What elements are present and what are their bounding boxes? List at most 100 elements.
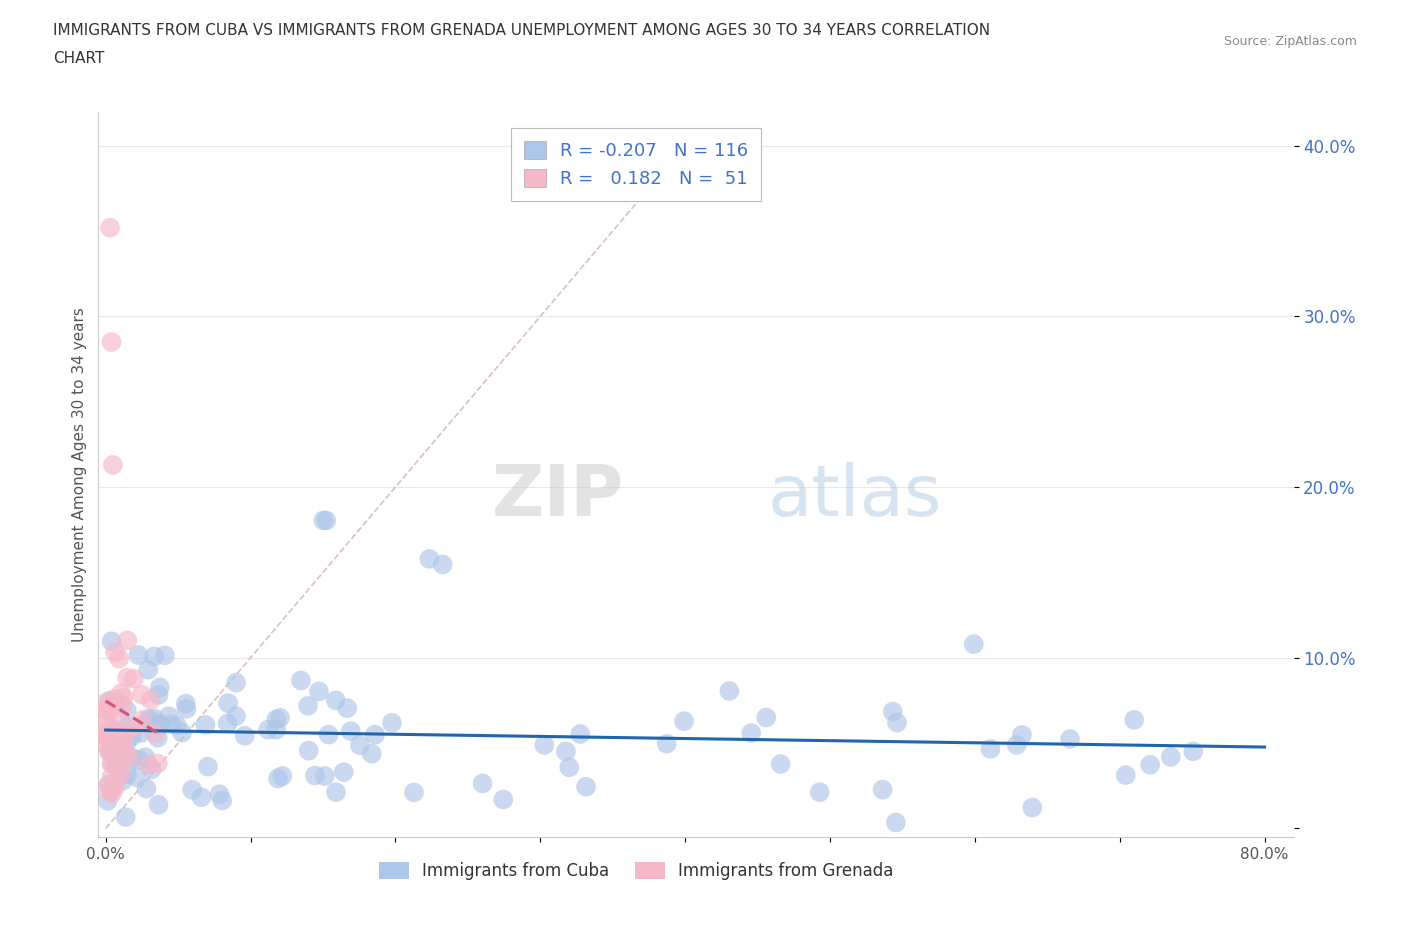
Immigrants from Grenada [104,778,127,793]
Immigrants from Cuba [115,703,138,718]
Immigrants from Cuba [114,721,136,736]
Immigrants from Cuba [135,781,157,796]
Immigrants from Cuba [432,557,454,572]
Immigrants from Cuba [492,792,515,807]
Immigrants from Grenada [139,693,162,708]
Immigrants from Cuba [963,637,986,652]
Immigrants from Cuba [325,785,347,800]
Immigrants from Cuba [318,727,340,742]
Immigrants from Cuba [872,782,894,797]
Immigrants from Cuba [149,718,172,733]
Immigrants from Grenada [98,732,121,747]
Immigrants from Cuba [107,762,129,777]
Text: CHART: CHART [53,51,105,66]
Immigrants from Grenada [101,458,124,472]
Immigrants from Cuba [153,648,176,663]
Immigrants from Cuba [97,793,120,808]
Immigrants from Cuba [127,647,149,662]
Immigrants from Grenada [131,687,153,702]
Immigrants from Grenada [146,756,169,771]
Immigrants from Cuba [808,785,831,800]
Text: atlas: atlas [768,461,942,530]
Immigrants from Grenada [103,732,125,747]
Immigrants from Cuba [271,768,294,783]
Immigrants from Grenada [98,742,121,757]
Immigrants from Grenada [94,722,117,737]
Immigrants from Grenada [101,786,124,801]
Immigrants from Cuba [655,737,678,751]
Immigrants from Cuba [148,797,170,812]
Immigrants from Cuba [194,717,217,732]
Immigrants from Cuba [136,715,159,730]
Text: ZIP: ZIP [492,461,624,530]
Immigrants from Grenada [98,704,121,719]
Immigrants from Cuba [105,696,128,711]
Immigrants from Cuba [115,735,138,750]
Immigrants from Cuba [134,750,156,764]
Immigrants from Cuba [325,693,347,708]
Immigrants from Cuba [886,715,908,730]
Immigrants from Cuba [267,771,290,786]
Immigrants from Cuba [98,744,121,759]
Immigrants from Cuba [114,810,136,825]
Text: Source: ZipAtlas.com: Source: ZipAtlas.com [1223,35,1357,48]
Immigrants from Cuba [96,727,118,742]
Immigrants from Cuba [170,725,193,740]
Immigrants from Grenada [100,785,122,800]
Immigrants from Grenada [104,644,127,659]
Immigrants from Grenada [115,671,138,685]
Immigrants from Cuba [98,694,121,709]
Immigrants from Cuba [402,785,425,800]
Immigrants from Cuba [121,729,143,744]
Immigrants from Grenada [96,727,118,742]
Immigrants from Grenada [98,220,121,235]
Immigrants from Cuba [97,777,120,792]
Immigrants from Grenada [98,728,121,743]
Immigrants from Grenada [112,733,135,748]
Immigrants from Cuba [1139,757,1161,772]
Immigrants from Grenada [101,778,124,793]
Immigrants from Cuba [100,634,122,649]
Immigrants from Grenada [131,712,153,727]
Immigrants from Cuba [554,744,576,759]
Immigrants from Cuba [136,662,159,677]
Immigrants from Cuba [149,680,172,695]
Immigrants from Cuba [264,723,287,737]
Immigrants from Cuba [117,767,139,782]
Immigrants from Cuba [103,731,125,746]
Immigrants from Cuba [673,713,696,728]
Immigrants from Grenada [143,726,166,741]
Immigrants from Cuba [290,673,312,688]
Text: IMMIGRANTS FROM CUBA VS IMMIGRANTS FROM GRENADA UNEMPLOYMENT AMONG AGES 30 TO 34: IMMIGRANTS FROM CUBA VS IMMIGRANTS FROM … [53,23,991,38]
Immigrants from Cuba [211,793,233,808]
Immigrants from Cuba [298,743,321,758]
Immigrants from Grenada [100,770,122,785]
Immigrants from Cuba [146,730,169,745]
Immigrants from Grenada [101,756,124,771]
Immigrants from Cuba [174,697,197,711]
Immigrants from Grenada [98,745,121,760]
Immigrants from Cuba [1059,732,1081,747]
Immigrants from Cuba [1115,767,1137,782]
Immigrants from Grenada [96,713,118,728]
Immigrants from Cuba [105,742,128,757]
Immigrants from Cuba [884,815,907,830]
Immigrants from Cuba [143,649,166,664]
Immigrants from Grenada [110,767,132,782]
Immigrants from Grenada [96,781,118,796]
Immigrants from Grenada [110,685,132,700]
Immigrants from Cuba [166,718,188,733]
Immigrants from Cuba [1005,737,1028,752]
Immigrants from Cuba [381,715,404,730]
Immigrants from Cuba [217,696,239,711]
Immigrants from Cuba [1160,750,1182,764]
Immigrants from Cuba [111,773,134,788]
Immigrants from Cuba [217,716,239,731]
Immigrants from Cuba [336,700,359,715]
Immigrants from Cuba [138,711,160,726]
Immigrants from Cuba [314,768,336,783]
Immigrants from Grenada [94,737,117,752]
Immigrants from Cuba [160,717,183,732]
Immigrants from Cuba [125,770,148,785]
Immigrants from Cuba [558,760,581,775]
